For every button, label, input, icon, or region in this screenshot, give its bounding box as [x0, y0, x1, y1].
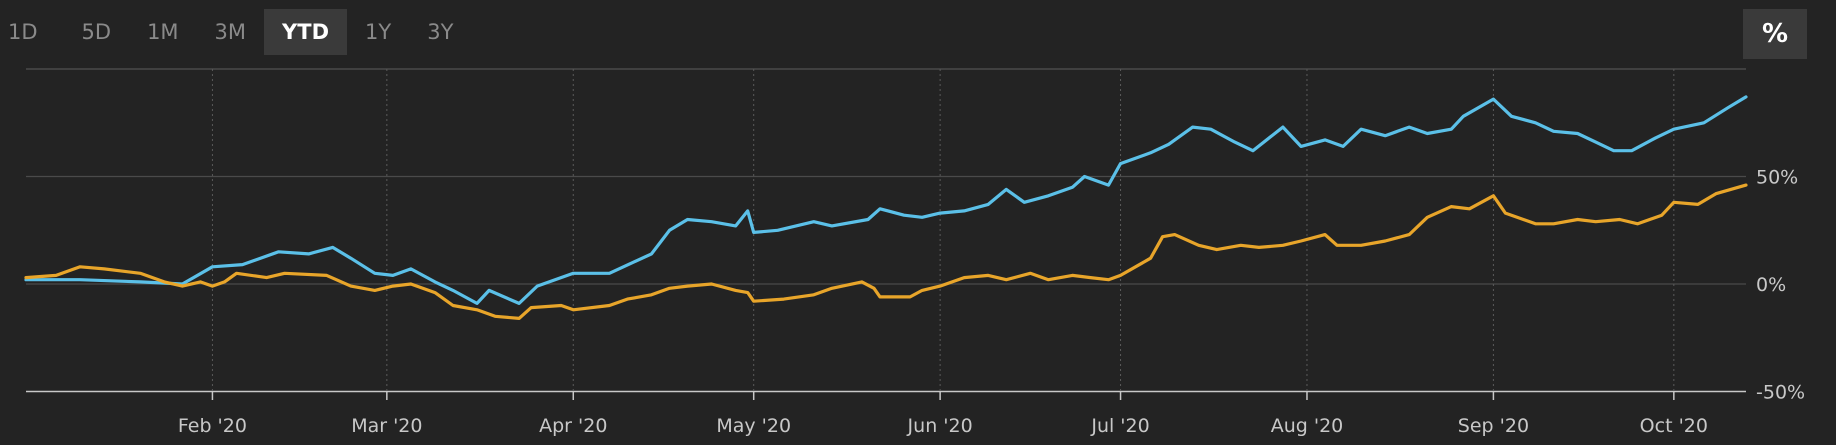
x-tick-label: Mar '20 [351, 415, 422, 437]
range-3m-button[interactable]: 3M [214, 20, 247, 44]
series-line-1 [24, 95, 1748, 305]
x-tick-label: May '20 [716, 415, 791, 437]
x-axis-labels: Feb '20 Mar '20 Apr '20 May '20 Jun '20 Jul '… [178, 415, 1708, 437]
range-5d-button[interactable]: 5D [81, 20, 112, 44]
range-1y-button[interactable]: 1Y [365, 20, 392, 44]
y-tick-label: -50% [1756, 382, 1805, 404]
x-tick-label: Jul '20 [1090, 415, 1149, 437]
range-1m-button[interactable]: 1M [147, 20, 179, 44]
x-tick-label: Oct '20 [1640, 415, 1708, 437]
x-tick-label: Aug '20 [1271, 415, 1344, 437]
range-ytd-button[interactable]: YTD [264, 9, 347, 55]
y-axis-labels: 50% 0% -50% [1756, 167, 1805, 404]
x-tick-label: Sep '20 [1458, 415, 1529, 437]
series-line-2 [24, 183, 1748, 320]
percent-toggle-button[interactable]: % [1743, 9, 1807, 59]
y-tick-label: 0% [1756, 274, 1786, 296]
x-tick-label: Apr '20 [539, 415, 607, 437]
y-tick-label: 50% [1756, 167, 1798, 189]
horizontal-gridlines [26, 68, 1746, 393]
range-3y-button[interactable]: 3Y [427, 20, 454, 44]
series-lines [24, 95, 1748, 320]
range-1d-button[interactable]: 1D [8, 20, 38, 44]
x-tick-label: Feb '20 [178, 415, 247, 437]
vertical-gridlines [211, 69, 1675, 400]
x-tick-label: Jun '20 [907, 415, 973, 437]
range-selector: 1D 5D 1M 3M YTD 1Y 3Y [0, 9, 471, 55]
